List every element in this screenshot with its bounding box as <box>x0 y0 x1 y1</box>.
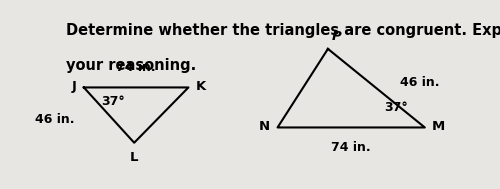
Text: M: M <box>432 120 445 133</box>
Text: 46 in.: 46 in. <box>400 76 439 89</box>
Text: N: N <box>258 120 270 133</box>
Text: Determine whether the triangles are congruent. Explain: Determine whether the triangles are cong… <box>66 23 500 38</box>
Text: 46 in.: 46 in. <box>34 113 74 126</box>
Text: K: K <box>196 80 205 93</box>
Text: L: L <box>130 151 138 164</box>
Text: 37°: 37° <box>101 95 125 108</box>
Text: J: J <box>72 80 77 93</box>
Text: 37°: 37° <box>384 101 407 114</box>
Text: 74 in.: 74 in. <box>116 61 156 74</box>
Text: 74 in.: 74 in. <box>332 141 371 153</box>
Text: your reasoning.: your reasoning. <box>66 58 196 73</box>
Text: P: P <box>332 30 342 43</box>
